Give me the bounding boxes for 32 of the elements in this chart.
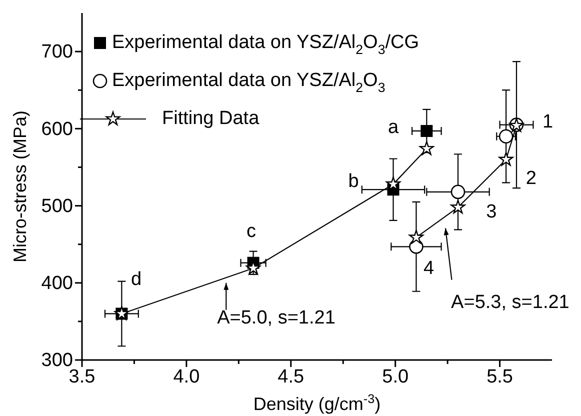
annotation: c [246,221,256,242]
annotation: 4 [423,258,434,280]
point [450,200,466,214]
y-tick-label: 600 [41,118,73,140]
annotation: a [388,116,399,138]
annotation: b [348,170,359,192]
legend-label: Experimental data on YSZ/Al$_{2}$O$_{3}$/CG [112,32,419,58]
annotation: 2 [526,168,536,189]
point [498,129,514,144]
point [498,152,514,166]
text: 5.0 [382,366,409,388]
point [386,176,400,190]
annotation: d [131,268,142,290]
y-tick-label: 500 [41,196,73,217]
point [419,141,434,155]
text: 4.0 [173,366,200,388]
annotation: 3 [486,202,497,223]
x-tick-label: 3.5 [68,366,96,388]
legend-label: Experimental data on YSZ/Al$_{2}$O$_{3}$ [112,70,386,96]
y-tick-label: 400 [41,272,73,294]
annotation: A=5.0, s=1.21 [217,307,336,328]
point [408,230,424,244]
point [420,124,433,137]
x-axis-title: Density (g/cm$^{-3}$) [253,392,381,414]
annotation: A=5.3, s=1.21 [451,292,570,313]
y-axis-title: Micro-stress (MPa) [10,110,30,262]
point [450,184,466,200]
legend-label: Fitting Data [162,108,260,130]
y-tick-label: 700 [41,42,73,63]
x-tick-label: 4.5 [278,366,304,388]
annotation: 1 [542,112,554,133]
x-tick-label: 5.5 [486,366,513,388]
